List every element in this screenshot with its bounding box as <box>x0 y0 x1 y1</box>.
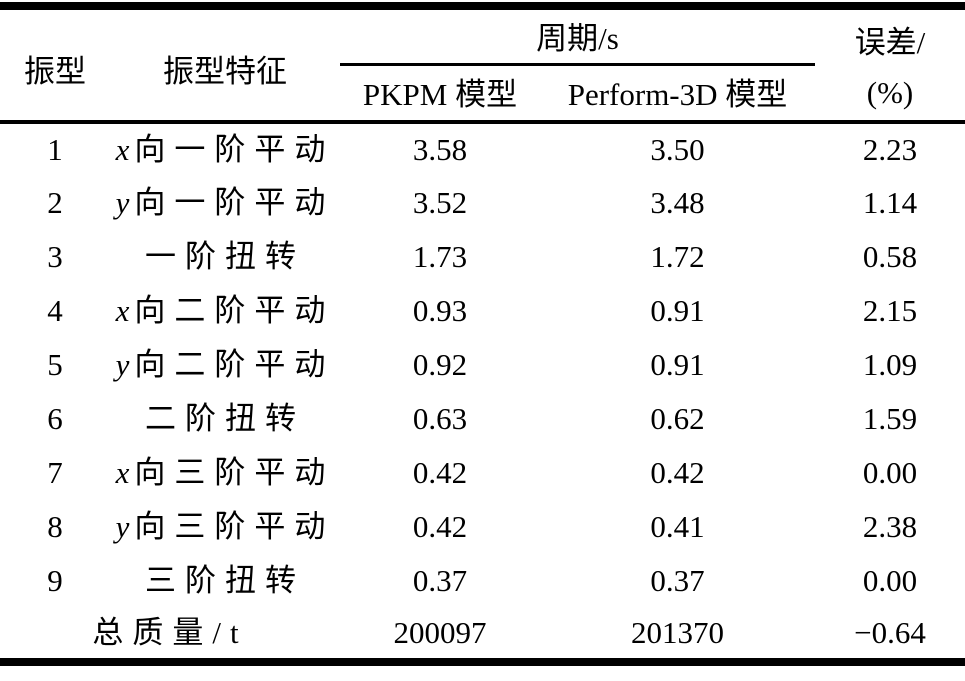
error-cell: 1.14 <box>862 185 918 221</box>
mode-number-cell: 1 <box>47 132 63 168</box>
mode-number-cell: 4 <box>47 293 63 329</box>
mode-feature-cell: y 向一阶平动 <box>110 176 340 230</box>
table-body: 1 x 向一阶平动 3.58 3.50 2.23 2 y 向一阶平动 3.52 3.… <box>0 122 965 608</box>
total-mass-row: 总质量/t 200097 201370 −0.64 <box>0 608 965 662</box>
pkpm-period-cell: 0.42 <box>412 455 468 491</box>
perform3d-period-cell: 0.41 <box>650 509 705 545</box>
header-error-line2: (%) <box>866 74 914 110</box>
error-cell: 1.09 <box>862 347 918 383</box>
perform3d-period-cell: 0.91 <box>650 293 705 329</box>
feature-text: 向三阶平动 <box>134 509 335 545</box>
feature-axis-label: x <box>115 455 130 491</box>
feature-axis-label: x <box>115 132 130 168</box>
perform3d-period-cell: 3.50 <box>650 132 705 168</box>
mode-feature-cell: x 向一阶平动 <box>110 122 340 176</box>
paper-table-region: 振型 振型特征 周期/s 误差/ (%) PKPM 模型 Perform-3D … <box>0 2 965 666</box>
header-period-group: 周期/s <box>340 6 815 66</box>
header-perform3d-model: Perform-3D 模型 <box>567 76 788 112</box>
mode-number-cell: 9 <box>47 563 63 599</box>
pkpm-period-cell: 0.42 <box>412 509 468 545</box>
pkpm-period-cell: 0.93 <box>412 293 468 329</box>
total-mass-label: 总质量/t <box>92 615 248 651</box>
perform3d-period-cell: 0.91 <box>650 347 705 383</box>
mode-feature-cell: x 向二阶平动 <box>110 284 340 338</box>
feature-text: 向二阶平动 <box>134 293 335 329</box>
table-row: 5 y 向二阶平动 0.92 0.91 1.09 <box>0 338 965 392</box>
mode-number-cell: 6 <box>47 401 63 437</box>
pkpm-period-cell: 0.63 <box>412 401 468 437</box>
table-row: 4 x 向二阶平动 0.93 0.91 2.15 <box>0 284 965 338</box>
error-cell: 2.38 <box>862 509 918 545</box>
header-row-models: PKPM 模型 Perform-3D 模型 <box>0 64 965 122</box>
header-row-group: 振型 振型特征 周期/s 误差/ (%) <box>0 6 965 110</box>
total-mass-perform3d-value: 201370 <box>631 615 724 651</box>
mode-number-cell: 5 <box>47 347 63 383</box>
table-row: 3 一阶扭转 1.73 1.72 0.58 <box>0 230 965 284</box>
table-row: 8 y 向三阶平动 0.42 0.41 2.38 <box>0 500 965 554</box>
feature-axis-label: y <box>115 509 130 545</box>
table-row: 9 三阶扭转 0.37 0.37 0.00 <box>0 554 965 608</box>
error-cell: 0.58 <box>862 239 918 275</box>
error-cell: 0.00 <box>862 455 918 491</box>
pkpm-period-cell: 0.92 <box>412 347 468 383</box>
mode-feature-cell: y 向二阶平动 <box>110 338 340 392</box>
perform3d-period-cell: 0.42 <box>650 455 705 491</box>
error-cell: 0.00 <box>862 563 918 599</box>
mode-feature-cell: y 向三阶平动 <box>110 500 340 554</box>
mode-feature-cell: x 向三阶平动 <box>110 446 340 500</box>
pkpm-period-cell: 0.37 <box>412 563 468 599</box>
feature-text: 二阶扭转 <box>145 401 305 437</box>
mode-comparison-table: 振型 振型特征 周期/s 误差/ (%) PKPM 模型 Perform-3D … <box>0 2 965 666</box>
feature-text: 向一阶平动 <box>134 132 335 168</box>
feature-axis-label: y <box>115 185 130 221</box>
feature-text: 向一阶平动 <box>134 185 335 221</box>
table-footer: 总质量/t 200097 201370 −0.64 <box>0 608 965 662</box>
header-error-line1: 误差/ <box>854 24 926 60</box>
header-pkpm-model: PKPM 模型 <box>362 76 518 112</box>
mode-feature-cell: 三阶扭转 <box>110 554 340 608</box>
header-feature: 振型特征 <box>163 54 287 90</box>
feature-axis-label: x <box>115 293 130 329</box>
feature-text: 一阶扭转 <box>145 239 305 275</box>
perform3d-period-cell: 3.48 <box>650 185 705 221</box>
pkpm-period-cell: 3.58 <box>412 132 468 168</box>
total-mass-pkpm-value: 200097 <box>393 615 487 651</box>
error-cell: 2.23 <box>862 132 918 168</box>
table-header: 振型 振型特征 周期/s 误差/ (%) PKPM 模型 Perform-3D … <box>0 6 965 122</box>
table-row: 1 x 向一阶平动 3.58 3.50 2.23 <box>0 122 965 176</box>
mode-feature-cell: 一阶扭转 <box>110 230 340 284</box>
perform3d-period-cell: 0.62 <box>650 401 705 437</box>
perform3d-period-cell: 1.72 <box>650 239 705 275</box>
perform3d-period-cell: 0.37 <box>650 563 705 599</box>
pkpm-period-cell: 3.52 <box>412 185 468 221</box>
mode-number-cell: 2 <box>47 185 63 221</box>
error-cell: 1.59 <box>862 401 918 437</box>
mode-number-cell: 3 <box>47 239 63 275</box>
table-row: 7 x 向三阶平动 0.42 0.42 0.00 <box>0 446 965 500</box>
feature-axis-label: y <box>115 347 130 383</box>
mode-feature-cell: 二阶扭转 <box>110 392 340 446</box>
pkpm-period-cell: 1.73 <box>412 239 468 275</box>
header-error: 误差/ (%) <box>815 6 965 122</box>
feature-text: 向二阶平动 <box>134 347 335 383</box>
feature-text: 三阶扭转 <box>145 563 305 599</box>
feature-text: 向三阶平动 <box>134 455 335 491</box>
error-cell: 2.15 <box>862 293 918 329</box>
table-row: 6 二阶扭转 0.63 0.62 1.59 <box>0 392 965 446</box>
mode-number-cell: 8 <box>47 509 63 545</box>
mode-number-cell: 7 <box>47 455 63 491</box>
header-mode: 振型 <box>24 54 86 90</box>
total-mass-error-value: −0.64 <box>854 615 926 651</box>
table-row: 2 y 向一阶平动 3.52 3.48 1.14 <box>0 176 965 230</box>
